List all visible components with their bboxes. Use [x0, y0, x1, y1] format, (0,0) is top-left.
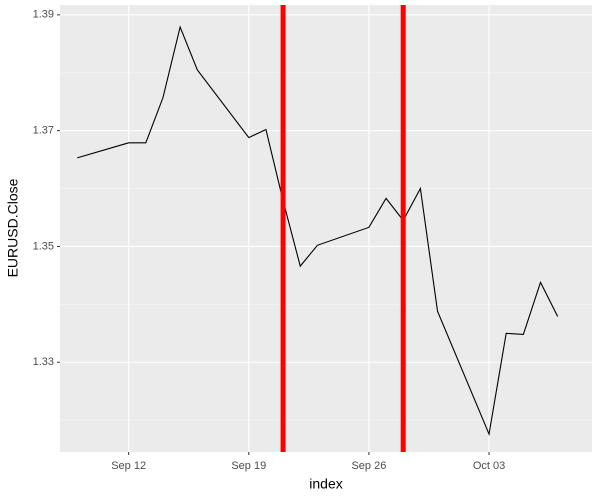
y-axis-title: EURUSD.Close — [5, 178, 21, 277]
x-tick-label: Sep 12 — [111, 460, 146, 472]
x-tick-label: Sep 26 — [351, 460, 386, 472]
y-tick-label: 1.37 — [33, 125, 54, 137]
y-tick-label: 1.39 — [33, 9, 54, 21]
y-tick-label: 1.33 — [33, 356, 54, 368]
line-series — [77, 25, 559, 437]
x-axis-title: index — [309, 476, 342, 492]
plot-panel — [60, 5, 592, 452]
y-tick-label: 1.35 — [33, 240, 54, 252]
x-tick-label: Oct 03 — [473, 460, 505, 472]
x-tick-label: Sep 19 — [231, 460, 266, 472]
